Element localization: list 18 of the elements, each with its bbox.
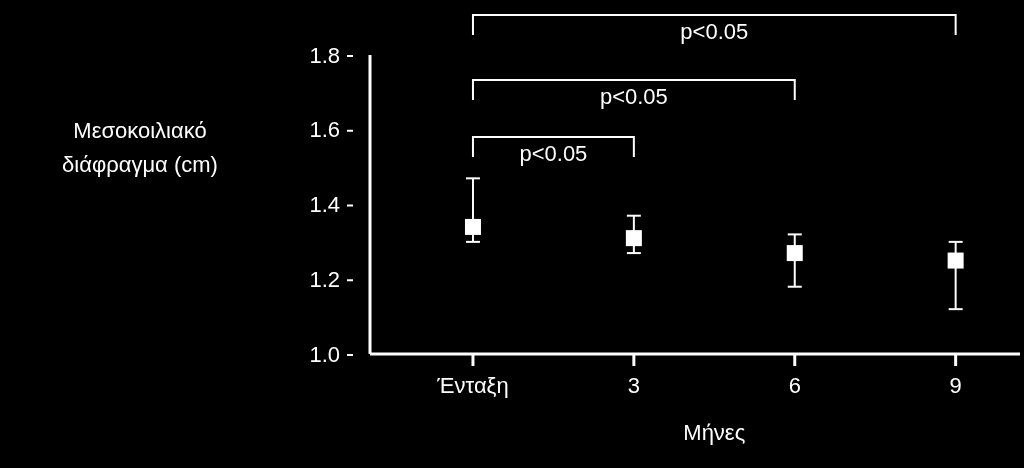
annotation: p<0.05: [519, 141, 588, 166]
point: [464, 218, 481, 235]
x-tick-label: 3: [627, 373, 640, 398]
annotation: p<0.05: [599, 84, 668, 109]
x-axis-title: Μήνες: [683, 420, 746, 445]
y-tick-label: 1.2: [309, 266, 340, 292]
point: [947, 252, 964, 269]
x-tick-label: Ένταξη: [436, 373, 509, 398]
y-tick-label: 1.6: [309, 117, 340, 143]
y-tick-label: 1.4: [309, 192, 340, 218]
y-tick-label: 1.8: [309, 42, 340, 68]
point: [625, 230, 642, 247]
y-tick-label: 1.0: [309, 341, 340, 367]
text: p<0.05: [680, 19, 749, 44]
y-axis-title: Μεσοκοιλιακό διάφραγμα (cm): [62, 118, 218, 177]
x-tick-label: 6: [788, 373, 801, 398]
x-tick-label: 9: [949, 373, 962, 398]
point: [786, 245, 803, 262]
